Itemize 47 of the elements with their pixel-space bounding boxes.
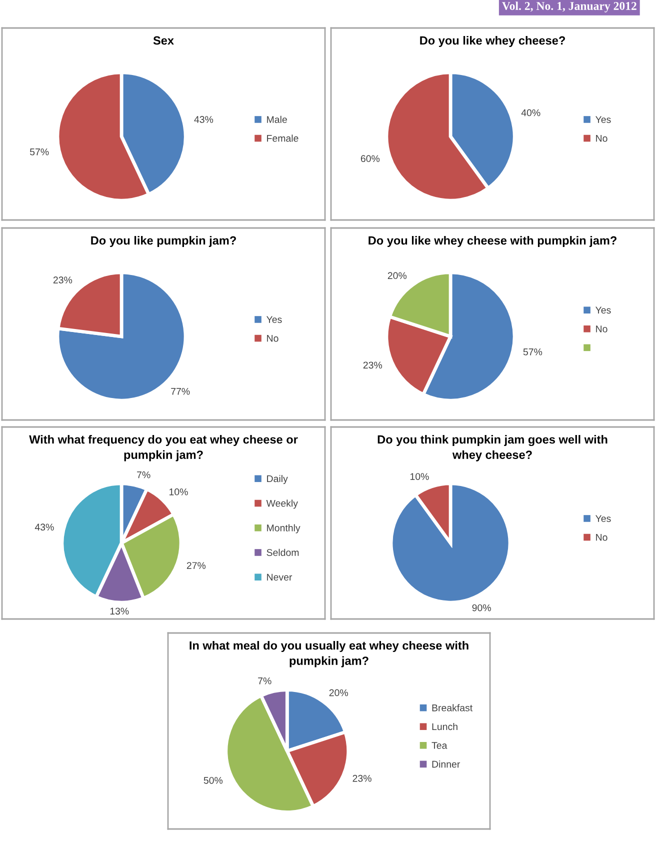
data-label: 7%: [137, 471, 150, 478]
data-label: 60%: [360, 155, 380, 162]
text: Vol. 2, No. 1, January 2012: [502, 2, 636, 12]
data-label: 27%: [186, 562, 206, 569]
data-label: 10%: [410, 473, 429, 480]
legend-label: No: [596, 134, 608, 142]
legend-label: Male: [267, 116, 287, 123]
chart-title: Do you like pumpkin jam?: [91, 236, 236, 248]
legend-label: Yes: [595, 116, 611, 123]
data-label: 43%: [34, 524, 54, 531]
data-label: 57%: [30, 148, 49, 156]
data-label: 77%: [171, 388, 190, 395]
data-label: 57%: [523, 348, 542, 356]
data-label: 7%: [258, 677, 272, 684]
data-label: 20%: [388, 272, 407, 280]
legend-label: Yes: [595, 306, 611, 314]
data-label: 23%: [53, 276, 72, 284]
chart-title: Sex: [153, 36, 174, 45]
legend-label: Dinner: [432, 760, 460, 768]
data-label: 43%: [194, 116, 214, 123]
legend-label: Lunch: [432, 722, 458, 730]
chart-title: Do you think pumpkin jam goes well with whey cheese?: [378, 435, 608, 462]
data-label: 10%: [169, 488, 188, 496]
legend-label: Never: [267, 574, 292, 581]
data-label: 23%: [352, 774, 372, 782]
data-label: 20%: [329, 689, 348, 696]
legend-label: Yes: [266, 316, 282, 323]
chart-title: Do you like whey cheese with pumpkin jam?: [368, 236, 616, 248]
legend-label: No: [596, 534, 608, 541]
legend-label: Tea: [432, 742, 448, 749]
legend-label: Seldom: [266, 548, 299, 556]
legend-label: Yes: [595, 515, 611, 522]
data-label: 23%: [363, 362, 382, 369]
legend-label: No: [267, 334, 278, 342]
legend-label: Monthly: [267, 524, 300, 534]
chart-title: With what frequency do you eat whey cheese or pumpkin jam?: [29, 435, 298, 462]
data-label: 40%: [521, 109, 540, 116]
chart-title: In what meal do you usually eat whey cheese with pumpkin jam?: [190, 641, 468, 668]
legend-label: No: [596, 326, 608, 332]
legend-label: Breakfast: [432, 704, 473, 712]
legend-label: Weekly: [266, 500, 298, 509]
data-label: 90%: [472, 604, 491, 612]
data-label: 50%: [204, 776, 223, 784]
legend-label: Daily: [267, 474, 288, 484]
data-label: 13%: [110, 608, 129, 615]
chart-title: Do you like whey cheese?: [420, 36, 565, 48]
legend-label: Female: [267, 134, 298, 142]
